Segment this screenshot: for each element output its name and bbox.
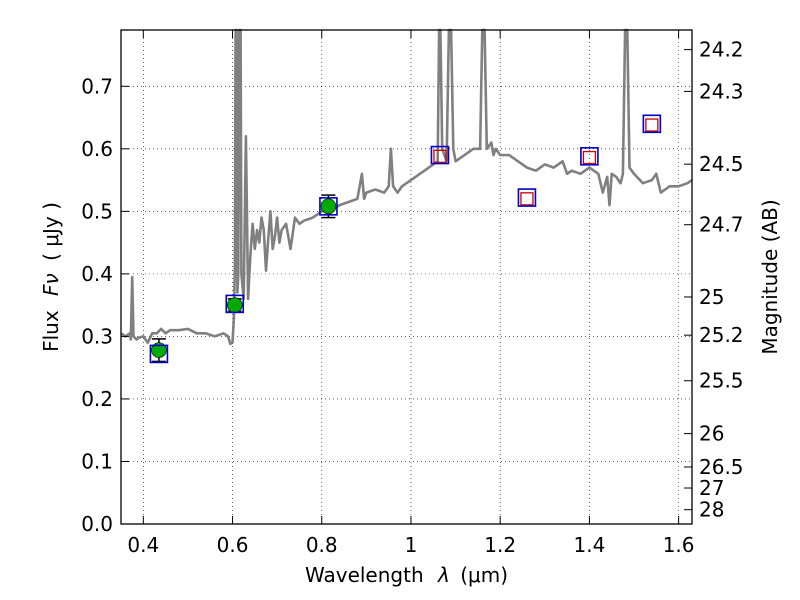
plot-frame: [120, 29, 693, 525]
y-tick-label: 0.6: [81, 137, 113, 161]
x-tick-label: 1.2: [484, 533, 516, 557]
x-tick-label: 0.6: [217, 533, 249, 557]
y-tick-label: 0.3: [81, 324, 113, 348]
y-tick-label: 0.7: [81, 74, 113, 98]
x-tick-label: 0.8: [306, 533, 338, 557]
spectrum: [120, 28, 693, 346]
magnitude-tick-label: 27: [699, 476, 724, 500]
magnitude-tick-label: 24.2: [699, 38, 744, 62]
magnitude-tick-label: 24.7: [699, 213, 744, 237]
y-tick-label: 0.1: [81, 449, 113, 473]
model-point: [225, 294, 245, 314]
magnitude-tick-label: 25.5: [699, 369, 744, 393]
spectrum-line: [120, 28, 693, 346]
model-point: [149, 344, 169, 364]
magnitude-axis-label: Magnitude (AB): [758, 199, 782, 354]
x-tick-label: 0.4: [127, 533, 159, 557]
detected-point: [320, 198, 337, 215]
x-tick-label: 1: [405, 533, 418, 557]
photometry-markers: [149, 114, 662, 364]
x-tick-label: 1.4: [573, 533, 605, 557]
magnitude-tick-label: 24.5: [699, 152, 744, 176]
y-axis-ticks: 0.0 0.1 0.2 0.3 0.4 0.5 0.6 0.7: [81, 74, 129, 536]
x-axis-ticks: 0.4 0.6 0.8 1 1.2 1.4 1.6: [127, 30, 695, 557]
grid: [121, 30, 692, 525]
undetected-point: [582, 150, 597, 165]
magnitude-tick-label: 28: [699, 498, 724, 522]
magnitude-tick-label: 26.5: [699, 455, 744, 479]
model-point: [517, 188, 537, 207]
undetected-point: [433, 149, 447, 163]
y-tick-label: 0.0: [81, 512, 113, 536]
y-tick-label: 0.4: [81, 262, 113, 286]
magnitude-tick-label: 25.2: [699, 323, 744, 347]
magnitude-tick-label: 26: [699, 422, 724, 446]
x-axis-label: Wavelength λ (μm): [305, 563, 508, 587]
x-tick-label: 1.6: [663, 533, 695, 557]
detected-point: [226, 297, 243, 313]
model-point: [580, 147, 599, 166]
y-axis-label: Flux Fν ( μJy ): [39, 202, 63, 352]
detected-point: [151, 342, 167, 358]
model-point: [642, 114, 662, 134]
magnitude-tick-label: 24.3: [699, 79, 744, 103]
model-point: [319, 197, 338, 216]
undetected-point: [520, 192, 534, 206]
model-point: [430, 145, 450, 165]
y-tick-label: 0.2: [81, 387, 113, 411]
y-tick-label: 0.5: [81, 199, 113, 223]
magnitude-tick-label: 25: [699, 285, 724, 309]
undetected-point: [645, 118, 659, 132]
